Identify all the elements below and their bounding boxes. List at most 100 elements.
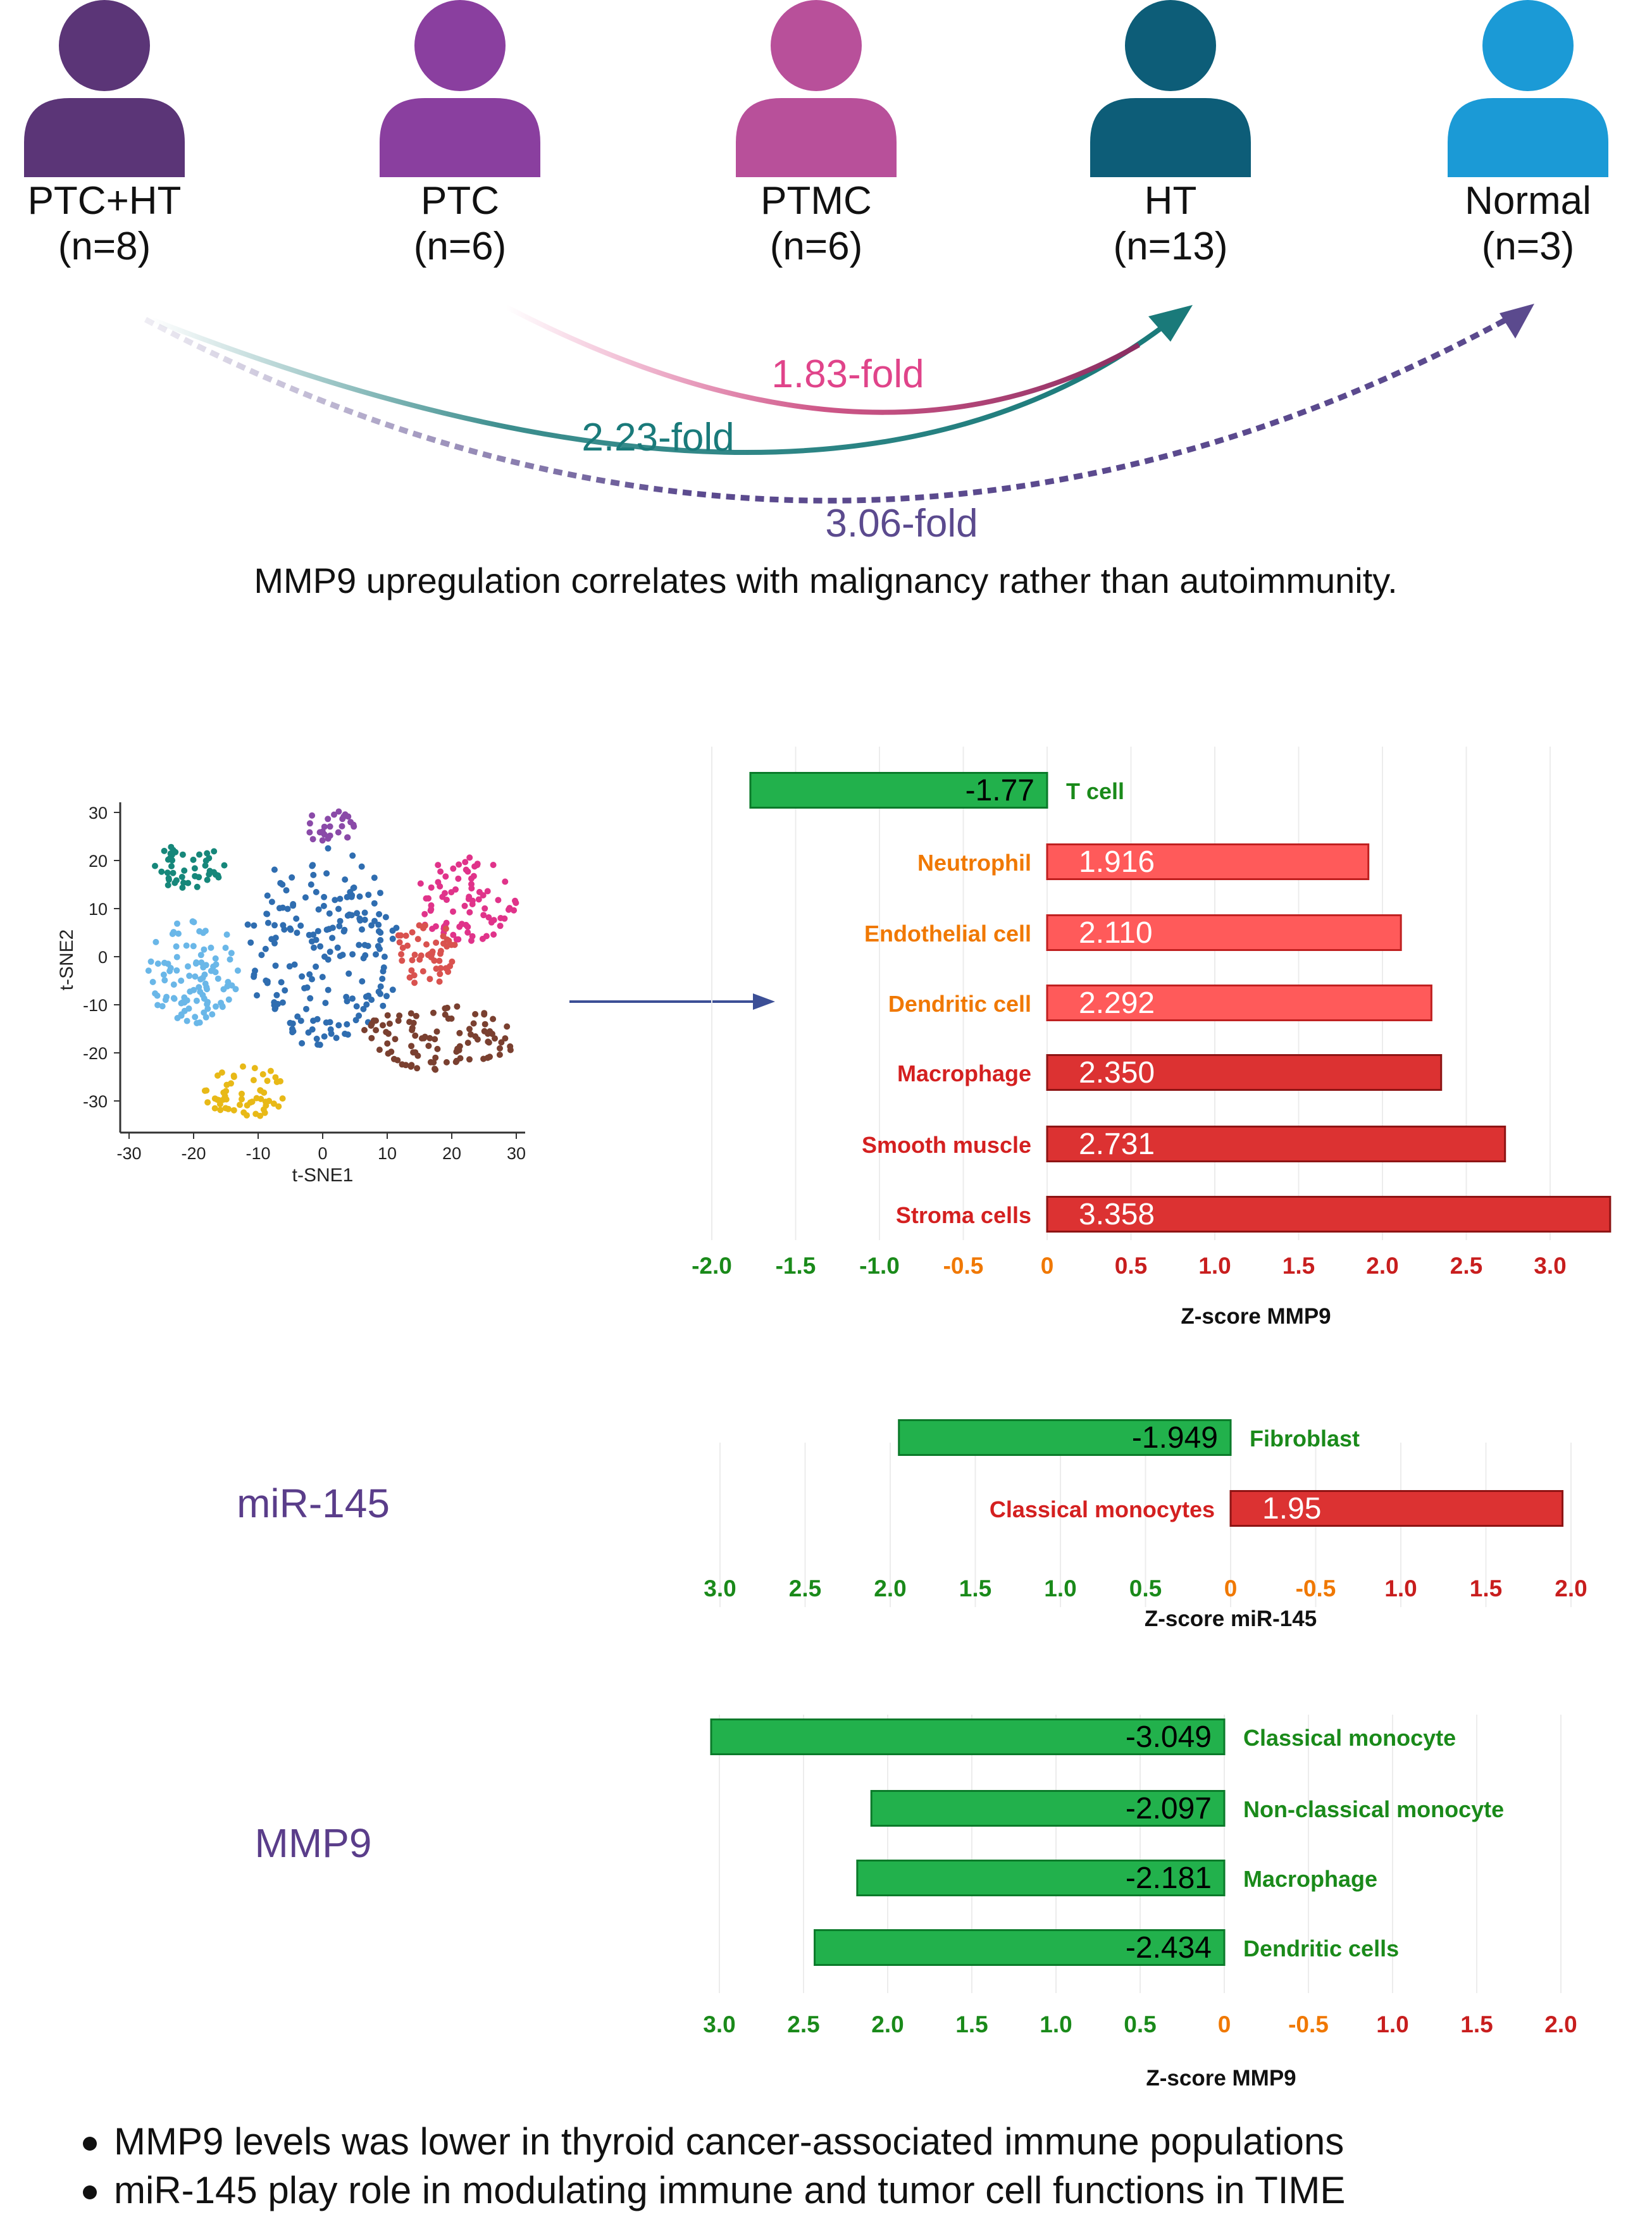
- x-tick-label: 1.5: [959, 1575, 991, 1601]
- tsne-point: [306, 829, 313, 836]
- tsne-point: [326, 948, 333, 955]
- tsne-point: [267, 1067, 274, 1074]
- bar-value-label: -1.949: [1132, 1421, 1218, 1455]
- tsne-point: [496, 1052, 503, 1058]
- tsne-y-tick-label: 30: [89, 804, 108, 823]
- tsne-point: [338, 823, 345, 830]
- tsne-point: [270, 1100, 277, 1107]
- x-tick-label: 3.0: [703, 2011, 735, 2037]
- tsne-point: [363, 1001, 370, 1008]
- tsne-point: [145, 967, 152, 974]
- tsne-point: [432, 1066, 439, 1073]
- tsne-point: [185, 879, 192, 886]
- x-tick-label: 1.0: [1384, 1575, 1417, 1601]
- x-tick-label: 0.5: [1115, 1253, 1147, 1279]
- x-tick-label: 2.0: [1555, 1575, 1587, 1601]
- tsne-point: [259, 1071, 266, 1078]
- tsne-point: [435, 862, 442, 869]
- tsne-point: [208, 944, 214, 951]
- tsne-point: [264, 979, 271, 986]
- tsne-point: [407, 1063, 414, 1070]
- tsne-point: [214, 1097, 221, 1103]
- tsne-point: [186, 973, 193, 979]
- group-count: (n=13): [1114, 225, 1228, 268]
- tsne-point: [336, 923, 343, 929]
- tsne-point: [271, 940, 278, 947]
- tsne-point: [306, 820, 313, 827]
- bar: [1046, 985, 1432, 1021]
- x-tick-label: -1.5: [776, 1253, 816, 1279]
- tsne-point: [279, 999, 286, 1006]
- tsne-point: [361, 909, 368, 916]
- tsne-point: [344, 893, 351, 900]
- tsne-point: [222, 1105, 229, 1112]
- tsne-point: [314, 928, 321, 935]
- tsne-point: [390, 1055, 397, 1062]
- tsne-point: [286, 963, 293, 970]
- fold-label-purple: 3.06-fold: [825, 502, 978, 545]
- tsne-x-tick-label: 0: [318, 1144, 327, 1163]
- tsne-point: [377, 936, 384, 943]
- tsne-point: [371, 900, 378, 907]
- tsne-point: [353, 1003, 360, 1010]
- x-tick-label: 0.5: [1124, 2011, 1156, 2037]
- tsne-point: [183, 997, 190, 1004]
- tsne-point: [293, 915, 300, 922]
- x-tick-label: 1.0: [1198, 1253, 1231, 1279]
- tsne-point: [180, 879, 187, 886]
- group-label: HT: [1145, 179, 1197, 223]
- x-tick-label: 2.5: [1450, 1253, 1482, 1279]
- tsne-point: [481, 905, 488, 912]
- tsne-point: [456, 1029, 463, 1036]
- tsne-point: [468, 1031, 474, 1038]
- arc-2-23-fold: [151, 317, 1166, 455]
- tsne-point: [206, 855, 213, 862]
- category-label: Neutrophil: [917, 850, 1031, 876]
- tsne-point: [239, 1096, 245, 1103]
- patient-group: Normal(n=3): [1448, 0, 1608, 268]
- bar: [814, 1929, 1226, 1966]
- x-tick-label: 3.0: [704, 1575, 736, 1601]
- tsne-point: [283, 887, 290, 894]
- bar-value-label: 2.350: [1079, 1056, 1155, 1090]
- tsne-point: [212, 969, 219, 976]
- tsne-point: [202, 862, 209, 869]
- bar: [1046, 843, 1370, 880]
- tsne-point: [178, 874, 185, 880]
- x-tick-label: 2.0: [874, 1575, 906, 1601]
- bullet-dot: [83, 2185, 97, 2199]
- bar-value-label: -2.097: [1126, 1792, 1212, 1825]
- tsne-point: [345, 970, 352, 977]
- tsne-x-tick-label: 10: [378, 1144, 397, 1163]
- tsne-xlabel: t-SNE1: [292, 1165, 354, 1186]
- tsne-point: [359, 926, 365, 933]
- tsne-point: [373, 1017, 379, 1024]
- group-label: Normal: [1465, 179, 1591, 223]
- bar: [1046, 914, 1402, 951]
- x-tick-label: 2.0: [1366, 1253, 1398, 1279]
- tsne-point: [399, 957, 406, 964]
- tsne-point: [237, 1102, 243, 1109]
- patient-group: PTMC(n=6): [736, 0, 897, 268]
- tsne-point: [223, 1096, 230, 1103]
- tsne-point: [211, 1105, 218, 1112]
- tsne-point: [209, 1011, 216, 1018]
- tsne-point: [272, 1074, 279, 1081]
- x-tick-label: 0.5: [1129, 1575, 1162, 1601]
- tsne-point: [428, 902, 435, 909]
- tsne-point: [201, 946, 208, 953]
- tsne-point: [220, 1089, 227, 1096]
- tsne-point: [425, 895, 432, 902]
- category-label: Macrophage: [897, 1060, 1031, 1086]
- tsne-point: [382, 914, 389, 921]
- tsne-point: [196, 851, 202, 858]
- tsne-point: [190, 943, 197, 950]
- person-icon-body: [736, 98, 897, 177]
- side-label-mir145: miR-145: [237, 1481, 390, 1526]
- tsne-point: [442, 1011, 449, 1018]
- tsne-point: [284, 905, 291, 912]
- tsne-point: [402, 1062, 409, 1069]
- tsne-point: [189, 918, 196, 925]
- category-label: Macrophage: [1243, 1866, 1377, 1892]
- tsne-point: [463, 866, 469, 873]
